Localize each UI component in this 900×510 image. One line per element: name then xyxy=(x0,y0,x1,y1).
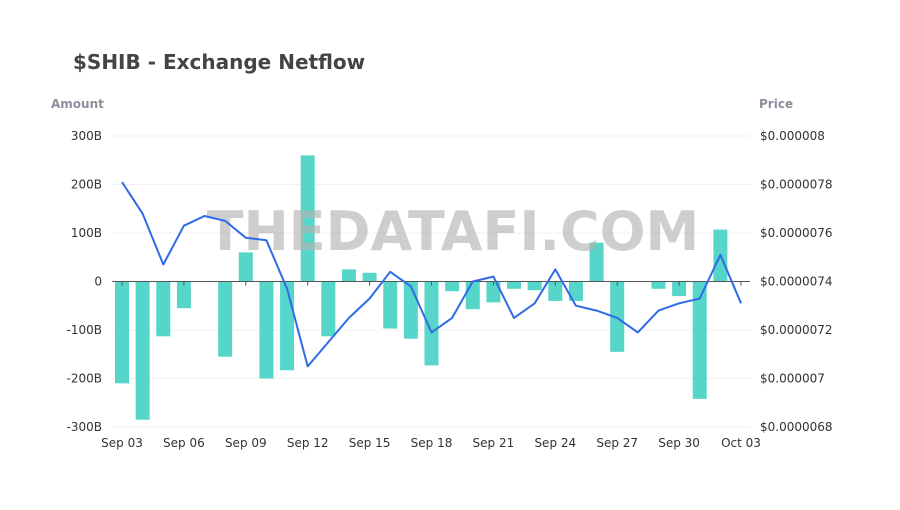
y-left-tick-label: -300B xyxy=(67,420,102,434)
netflow-bar xyxy=(445,281,460,292)
price-line xyxy=(121,181,742,368)
y-left-tick-label: 300B xyxy=(71,129,102,143)
chart-title: $SHIB - Exchange Netflow xyxy=(73,50,366,74)
netflow-bar xyxy=(692,281,707,399)
y-right-tick-label: $0.0000078 xyxy=(760,178,833,192)
x-tick-label: Sep 12 xyxy=(287,436,329,450)
netflow-bar xyxy=(465,281,480,310)
x-tick-label: Sep 09 xyxy=(225,436,267,450)
netflow-bar xyxy=(176,281,191,309)
x-tick-label: Sep 06 xyxy=(163,436,205,450)
y-left-tick-label: -200B xyxy=(67,372,102,386)
y-right-tick-label: $0.0000068 xyxy=(760,420,833,434)
netflow-bar xyxy=(672,281,687,297)
x-tick-label: Sep 18 xyxy=(411,436,453,450)
netflow-bar xyxy=(507,281,522,289)
netflow-bar xyxy=(115,281,129,384)
x-tick-label: Oct 03 xyxy=(721,436,761,450)
x-tick-label: Sep 30 xyxy=(658,436,700,450)
netflow-bar xyxy=(300,155,315,282)
netflow-bar xyxy=(280,281,295,371)
netflow-bar xyxy=(486,281,501,303)
y-right-tick-label: $0.0000074 xyxy=(760,275,833,289)
netflow-bar xyxy=(383,281,398,329)
netflow-bar xyxy=(403,281,418,339)
netflow-bar xyxy=(259,281,274,379)
netflow-bar xyxy=(589,242,604,282)
y-right-tick-label: $0.0000072 xyxy=(760,323,833,337)
x-tick-label: Sep 27 xyxy=(596,436,638,450)
netflow-bar xyxy=(568,281,583,301)
netflow-bar xyxy=(156,281,171,337)
netflow-bar xyxy=(341,269,356,282)
y-left-tick-label: -100B xyxy=(67,323,102,337)
x-tick-label: Sep 24 xyxy=(534,436,576,450)
netflow-bar xyxy=(424,281,439,366)
x-tick-label: Sep 21 xyxy=(473,436,515,450)
y-left-tick-label: 0 xyxy=(94,275,102,289)
y-left-tick-label: 100B xyxy=(71,226,102,240)
y-right-tick-label: $0.000007 xyxy=(760,372,825,386)
watermark-text: THEDATAFI.COM xyxy=(207,200,700,263)
netflow-bar xyxy=(218,281,233,357)
netflow-bar xyxy=(527,281,542,291)
y-right-tick-label: $0.000008 xyxy=(760,129,825,143)
netflow-bar xyxy=(362,272,377,282)
y-right-tick-label: $0.0000076 xyxy=(760,226,833,240)
y-left-tick-label: 200B xyxy=(71,178,102,192)
x-tick-label: Sep 03 xyxy=(101,436,143,450)
y-axis-right-title: Price xyxy=(759,97,794,111)
netflow-bar xyxy=(135,281,150,420)
netflow-bar xyxy=(238,252,253,282)
y-axis-left-title: Amount xyxy=(51,97,104,111)
netflow-bar xyxy=(548,281,563,301)
netflow-bar xyxy=(610,281,625,352)
x-tick-label: Sep 15 xyxy=(349,436,391,450)
netflow-bar xyxy=(321,281,336,337)
netflow-bar xyxy=(651,281,666,289)
